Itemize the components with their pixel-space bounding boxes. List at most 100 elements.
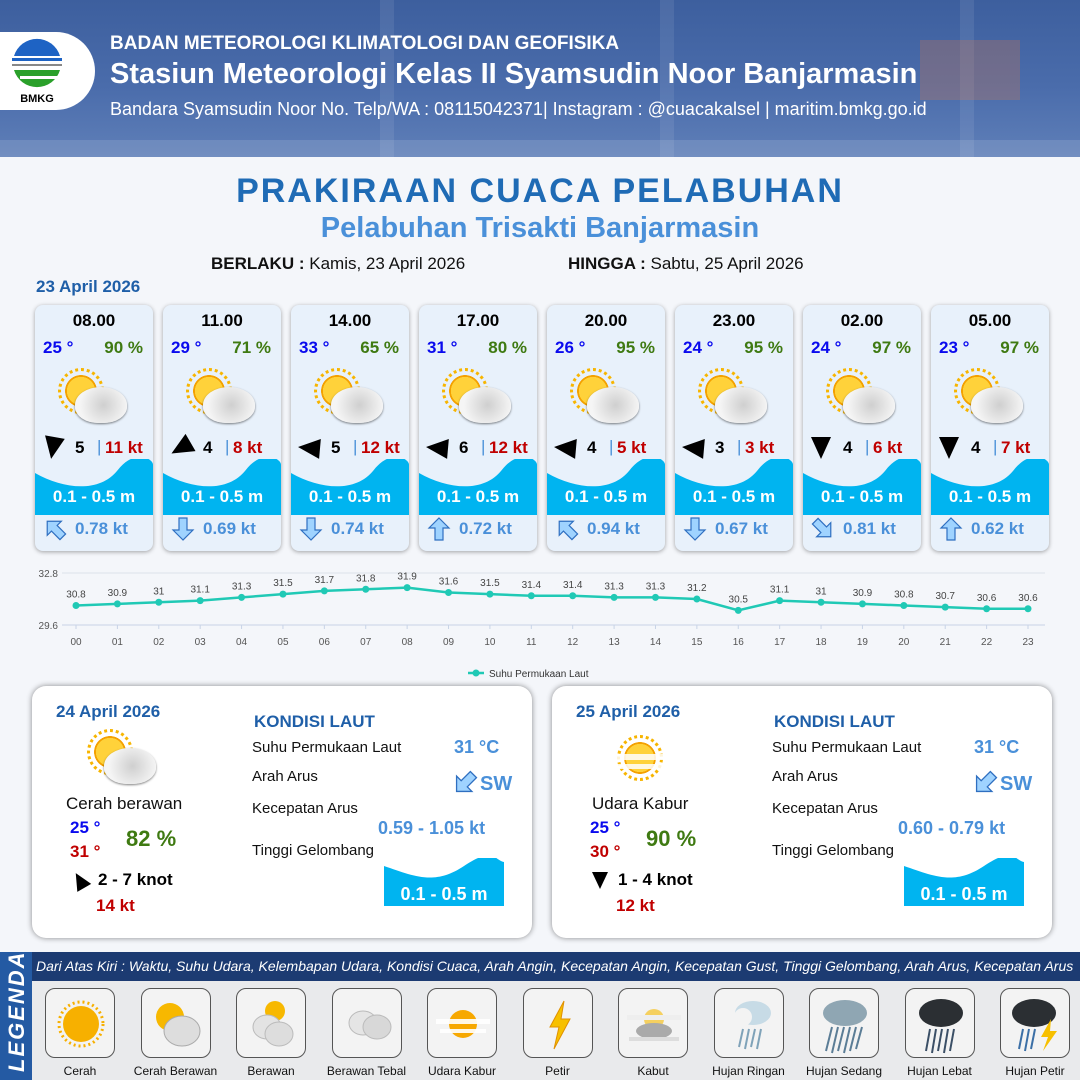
data-label: 31.1 [770,585,790,596]
hujan-sedang-icon [823,1000,867,1054]
separator: | [993,437,998,456]
legend-label: Berawan Tebal [326,1064,407,1078]
wind-speed: 5 [331,438,341,457]
y-tick-label: 29.6 [39,621,59,632]
wind-row: 4 | 8 kt [166,433,277,463]
berawan-icon [252,1001,294,1047]
gust-speed: 5 kt [617,438,647,457]
udara-kabur-icon [608,734,672,784]
forecast-time: 08.00 [72,311,116,330]
data-label: 31.3 [646,581,666,592]
valid-from-label: BERLAKU : [211,254,305,273]
x-tick-label: 08 [402,637,414,648]
valid-to: HINGGA : Sabtu, 25 April 2026 [568,254,804,274]
wind-speed: 6 [459,438,469,457]
legend-label: Suhu Permukaan Laut [489,669,589,680]
logo-text: BMKG [20,93,54,105]
station-name: Stasiun Meteorologi Kelas II Syamsudin N… [110,58,918,90]
legend-icon-box [140,988,211,1058]
current-speed: 0.74 kt [331,519,384,538]
wind-speed-range: 1 - 4 knot [618,870,693,889]
header-banner: BMKG BADAN METEOROLOGI KLIMATOLOGI DAN G… [0,0,1080,157]
day1-date: 23 April 2026 [36,277,141,296]
gust-speed: 6 kt [873,438,903,457]
wind-speed: 5 [75,438,85,457]
x-tick-label: 09 [443,637,455,648]
forecast-time: 02.00 [840,311,884,330]
forecast-card: 05.00 23 ° 97 % 4 | 7 kt 0.1 - 0.5 m 0.6… [931,305,1049,551]
wind-speed: 4 [971,438,981,457]
cerah-berawan-icon [186,368,255,423]
weather-condition: Udara Kabur [592,794,689,813]
current-direction-value: SW [1000,773,1033,795]
data-point [445,589,453,596]
data-label: 31.6 [439,577,459,588]
wave-icon [163,459,281,515]
forecast-card: 20.00 26 ° 95 % 4 | 5 kt 0.1 - 0.5 m 0.9… [547,305,665,551]
legend-title-strip: LEGENDA [0,950,32,1080]
wave-icon [419,459,537,515]
data-point [527,592,535,600]
wave-height: 0.1 - 0.5 m [308,487,392,506]
wave-height-label: Tinggi Gelombang [772,842,895,859]
forecast-time: 23.00 [712,311,756,330]
wind-speed: 4 [587,438,597,457]
data-label: 31.9 [397,572,417,583]
forecast-card: 08.00 25 ° 90 % 5 | 11 kt 0.1 - 0.5 m 0.… [35,305,153,551]
legend-swatch-marker [472,669,480,677]
current-direction-icon [427,517,451,541]
data-label: 30.8 [894,590,914,601]
data-point [238,593,246,601]
humidity: 82 % [126,826,177,851]
x-tick-label: 15 [691,637,703,648]
legend-label: Hujan Ringan [712,1064,785,1078]
wave-icon [291,459,409,515]
air-temperature: 23 ° [939,338,970,357]
data-label: 30.9 [853,588,873,599]
current-direction-icon [975,770,998,793]
cerah-berawan-icon [87,729,156,784]
data-label: 31.5 [273,578,293,589]
x-tick-label: 22 [981,637,993,648]
legend-title: LEGENDA [4,950,29,1072]
data-point [279,590,287,598]
data-point [569,592,577,600]
data-label: 30.6 [977,593,997,604]
wind-direction-icon [939,437,959,459]
panel-date: 25 April 2026 [576,702,681,721]
data-label: 31.4 [563,580,583,591]
legend-icon-box [618,988,688,1058]
air-temperature: 26 ° [555,338,586,357]
x-tick-label: 01 [112,637,124,648]
separator: | [609,437,614,456]
x-tick-label: 05 [277,637,289,648]
panel-date: 24 April 2026 [56,702,161,721]
data-point [362,585,370,593]
wave-height: 0.1 - 0.5 m [948,487,1032,506]
wave-icon [931,459,1049,515]
legend-icon-box [236,988,306,1058]
legend-label: Cerah Berawan [133,1064,218,1078]
humidity: 80 % [488,338,527,357]
current-speed-label: Kecepatan Arus [252,800,358,817]
x-tick-label: 16 [733,637,745,648]
data-label: 30.9 [108,588,128,599]
legend-icon-box [522,988,593,1058]
data-point [776,597,784,605]
wind-direction-icon [41,435,65,461]
data-label: 31.3 [604,581,624,592]
data-point [155,598,163,606]
sst-label: Suhu Permukaan Laut [772,739,922,756]
humidity: 95 % [616,338,655,357]
temp-min: 25 ° [70,818,101,837]
separator: | [225,437,230,456]
forecast-time: 14.00 [328,311,372,330]
legend-label: Kabut [637,1064,669,1078]
current-speed: 0.78 kt [75,519,128,538]
data-label: 30.7 [935,591,955,602]
wind-direction-icon [166,433,196,463]
series-line [75,586,1028,612]
air-temperature: 24 ° [811,338,842,357]
data-label: 30.8 [66,590,86,601]
air-temperature: 33 ° [299,338,330,357]
